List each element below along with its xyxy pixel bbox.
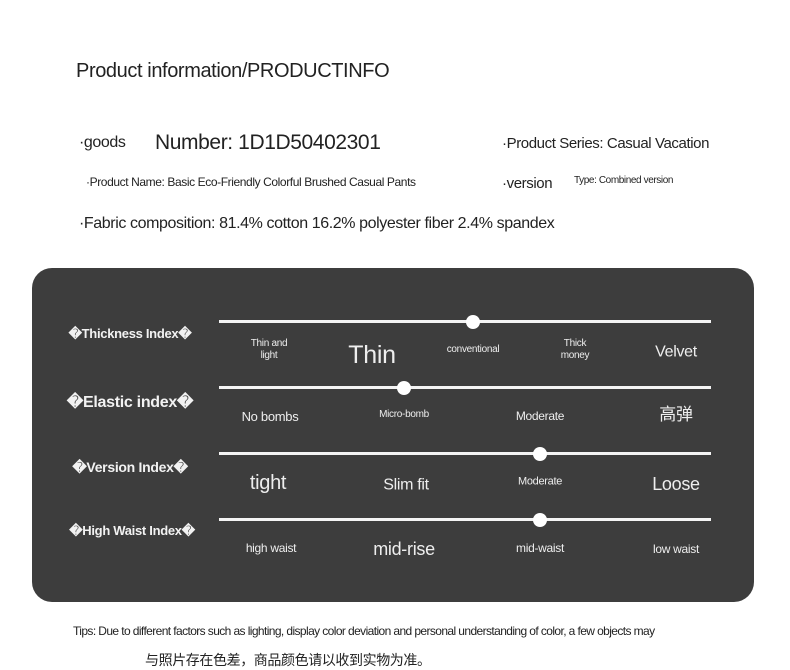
goods-number: Number: 1D1D50402301 bbox=[155, 131, 381, 154]
version-slider-track bbox=[219, 452, 711, 455]
elastic-slider-track bbox=[219, 386, 711, 389]
elastic-slider-knob[interactable] bbox=[397, 381, 411, 395]
version-type: Type: Combined version bbox=[574, 175, 674, 186]
thickness-slider-knob[interactable] bbox=[466, 315, 480, 329]
thickness-option: Thick money bbox=[560, 338, 590, 361]
tips-text-chinese: 与照片存在色差，商品颜色请以收到实物为准。 bbox=[145, 652, 431, 668]
high-waist-option: mid-rise bbox=[373, 539, 435, 560]
high-waist-slider-knob[interactable] bbox=[533, 513, 547, 527]
thickness-index-label: �Thickness Index� bbox=[68, 326, 192, 341]
elastic-option: Micro-bomb bbox=[379, 409, 429, 420]
version-option: Slim fit bbox=[383, 476, 429, 494]
page-title: Product information/PRODUCTINFO bbox=[76, 60, 390, 82]
thickness-slider-track bbox=[219, 320, 711, 323]
version-option: Loose bbox=[652, 474, 700, 495]
product-series: ·Product Series: Casual Vacation bbox=[502, 135, 710, 152]
elastic-option: 高弹 bbox=[659, 404, 693, 424]
high-waist-option: mid-waist bbox=[516, 540, 564, 555]
thickness-option: Velvet bbox=[655, 343, 697, 361]
version-option: tight bbox=[249, 472, 287, 494]
high-waist-slider-track bbox=[219, 518, 711, 521]
high-waist-index-label: �High Waist Index� bbox=[69, 523, 195, 538]
tips-text: Tips: Due to different factors such as l… bbox=[73, 624, 655, 638]
thickness-option: conventional bbox=[446, 344, 500, 355]
version-index-label: �Version Index� bbox=[72, 459, 188, 475]
high-waist-option: high waist bbox=[245, 540, 297, 555]
version-label: ·version bbox=[502, 175, 553, 192]
high-waist-option: low waist bbox=[653, 541, 699, 556]
elastic-index-label: �Elastic index� bbox=[66, 394, 194, 411]
product-name: ·Product Name: Basic Eco-Friendly Colorf… bbox=[86, 175, 416, 189]
thickness-option: Thin and light bbox=[250, 338, 288, 361]
version-option: Moderate bbox=[517, 475, 563, 488]
goods-label: ·goods bbox=[79, 134, 126, 151]
elastic-option: Moderate bbox=[515, 408, 565, 423]
elastic-option: No bombs bbox=[241, 409, 299, 425]
version-slider-knob[interactable] bbox=[533, 447, 547, 461]
fabric-composition: ·Fabric composition: 81.4% cotton 16.2% … bbox=[79, 215, 555, 232]
thickness-option: Thin bbox=[348, 341, 396, 369]
index-panel bbox=[32, 268, 754, 602]
